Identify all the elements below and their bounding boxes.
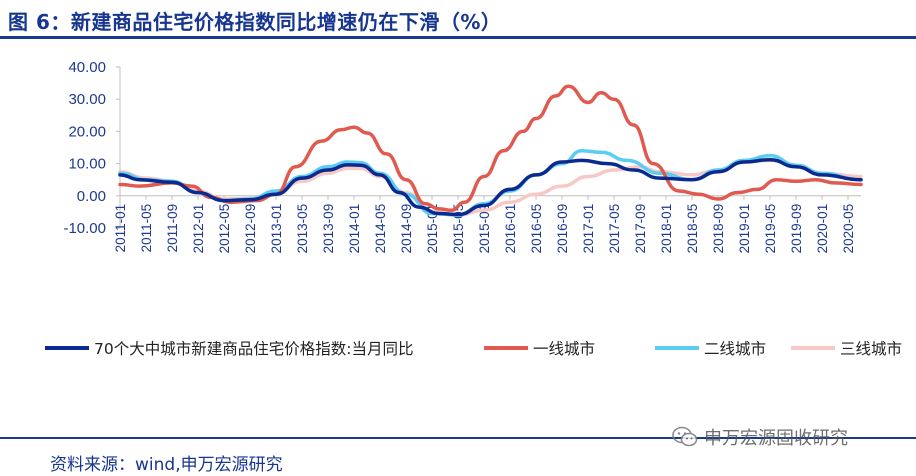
- x-tick-label: 2017-09: [633, 204, 648, 254]
- x-tick-label: 2016-05: [529, 204, 544, 254]
- x-tick-label: 2013-05: [295, 204, 310, 254]
- x-tick-label: 2011-05: [139, 204, 154, 253]
- x-tick-label: 2020-01: [815, 204, 830, 254]
- x-tick-label: 2018-01: [659, 204, 674, 254]
- source-note: 资料来源：wind,申万宏源研究: [50, 455, 283, 475]
- x-tick-label: 2015-09: [477, 204, 492, 254]
- x-tick-label: 2011-01: [113, 204, 128, 253]
- series-line-1: [118, 84, 863, 213]
- watermark: 申万宏源固收研究: [672, 424, 848, 450]
- x-tick-label: 2018-09: [711, 204, 726, 254]
- x-tick-label: 2012-09: [243, 204, 258, 254]
- y-tick-labels: 40.00 30.00 20.00 10.00 0.00 -10.00: [63, 59, 106, 237]
- x-tick-label: 2017-05: [607, 204, 622, 254]
- title-divider: [0, 36, 916, 39]
- x-tick-label: 2018-05: [685, 204, 700, 254]
- watermark-text: 申万宏源固收研究: [704, 428, 848, 449]
- y-tick-label: 10.00: [68, 156, 106, 173]
- x-tick-label: 2013-01: [269, 204, 284, 254]
- x-tick-label: 2019-09: [789, 204, 804, 254]
- x-tick-label: 2020-05: [841, 204, 856, 254]
- y-tick-label: 40.00: [68, 59, 106, 76]
- x-tick-label: 2019-01: [737, 204, 752, 254]
- x-tick-label: 2011-09: [165, 204, 180, 253]
- x-tick-label: 2014-05: [373, 204, 388, 254]
- legend-label-2: 二线城市: [704, 340, 766, 358]
- legend-label-3: 三线城市: [840, 340, 902, 358]
- y-tick-label: 20.00: [68, 123, 106, 140]
- x-tick-label: 2014-01: [347, 204, 362, 254]
- y-tick-label: 0.00: [77, 188, 106, 205]
- x-tick-label: 2016-01: [503, 204, 518, 254]
- legend-label-0: 70个大中城市新建商品住宅价格指数:当月同比: [94, 340, 413, 358]
- x-tick-label: 2012-01: [191, 204, 206, 254]
- legend-label-1: 一线城市: [533, 340, 595, 358]
- x-tick-label: 2013-09: [321, 204, 336, 254]
- x-tick-labels: 2011-01 2011-05 2011-09 2012-01 2012-05 2012-…: [113, 204, 856, 254]
- chart-title: 图 6：新建商品住宅价格指数同比增速仍在下滑（%）: [8, 10, 502, 34]
- series-lines: [118, 84, 863, 217]
- y-tick-label: 30.00: [68, 91, 106, 108]
- chart-legend: 70个大中城市新建商品住宅价格指数:当月同比 一线城市 二线城市 三线城市: [45, 340, 902, 358]
- x-tick-label: 2016-09: [555, 204, 570, 254]
- x-tick-label: 2014-09: [399, 204, 414, 254]
- x-tick-label: 2012-05: [217, 204, 232, 254]
- y-tick-label: -10.00: [63, 220, 106, 237]
- x-tick-label: 2017-01: [581, 204, 596, 254]
- footer-divider: [0, 437, 916, 439]
- x-tick-label: 2019-05: [763, 204, 778, 254]
- series-line-0: [118, 157, 863, 217]
- wechat-icon: [672, 426, 698, 447]
- x-tick-label: 2015-01: [425, 204, 440, 254]
